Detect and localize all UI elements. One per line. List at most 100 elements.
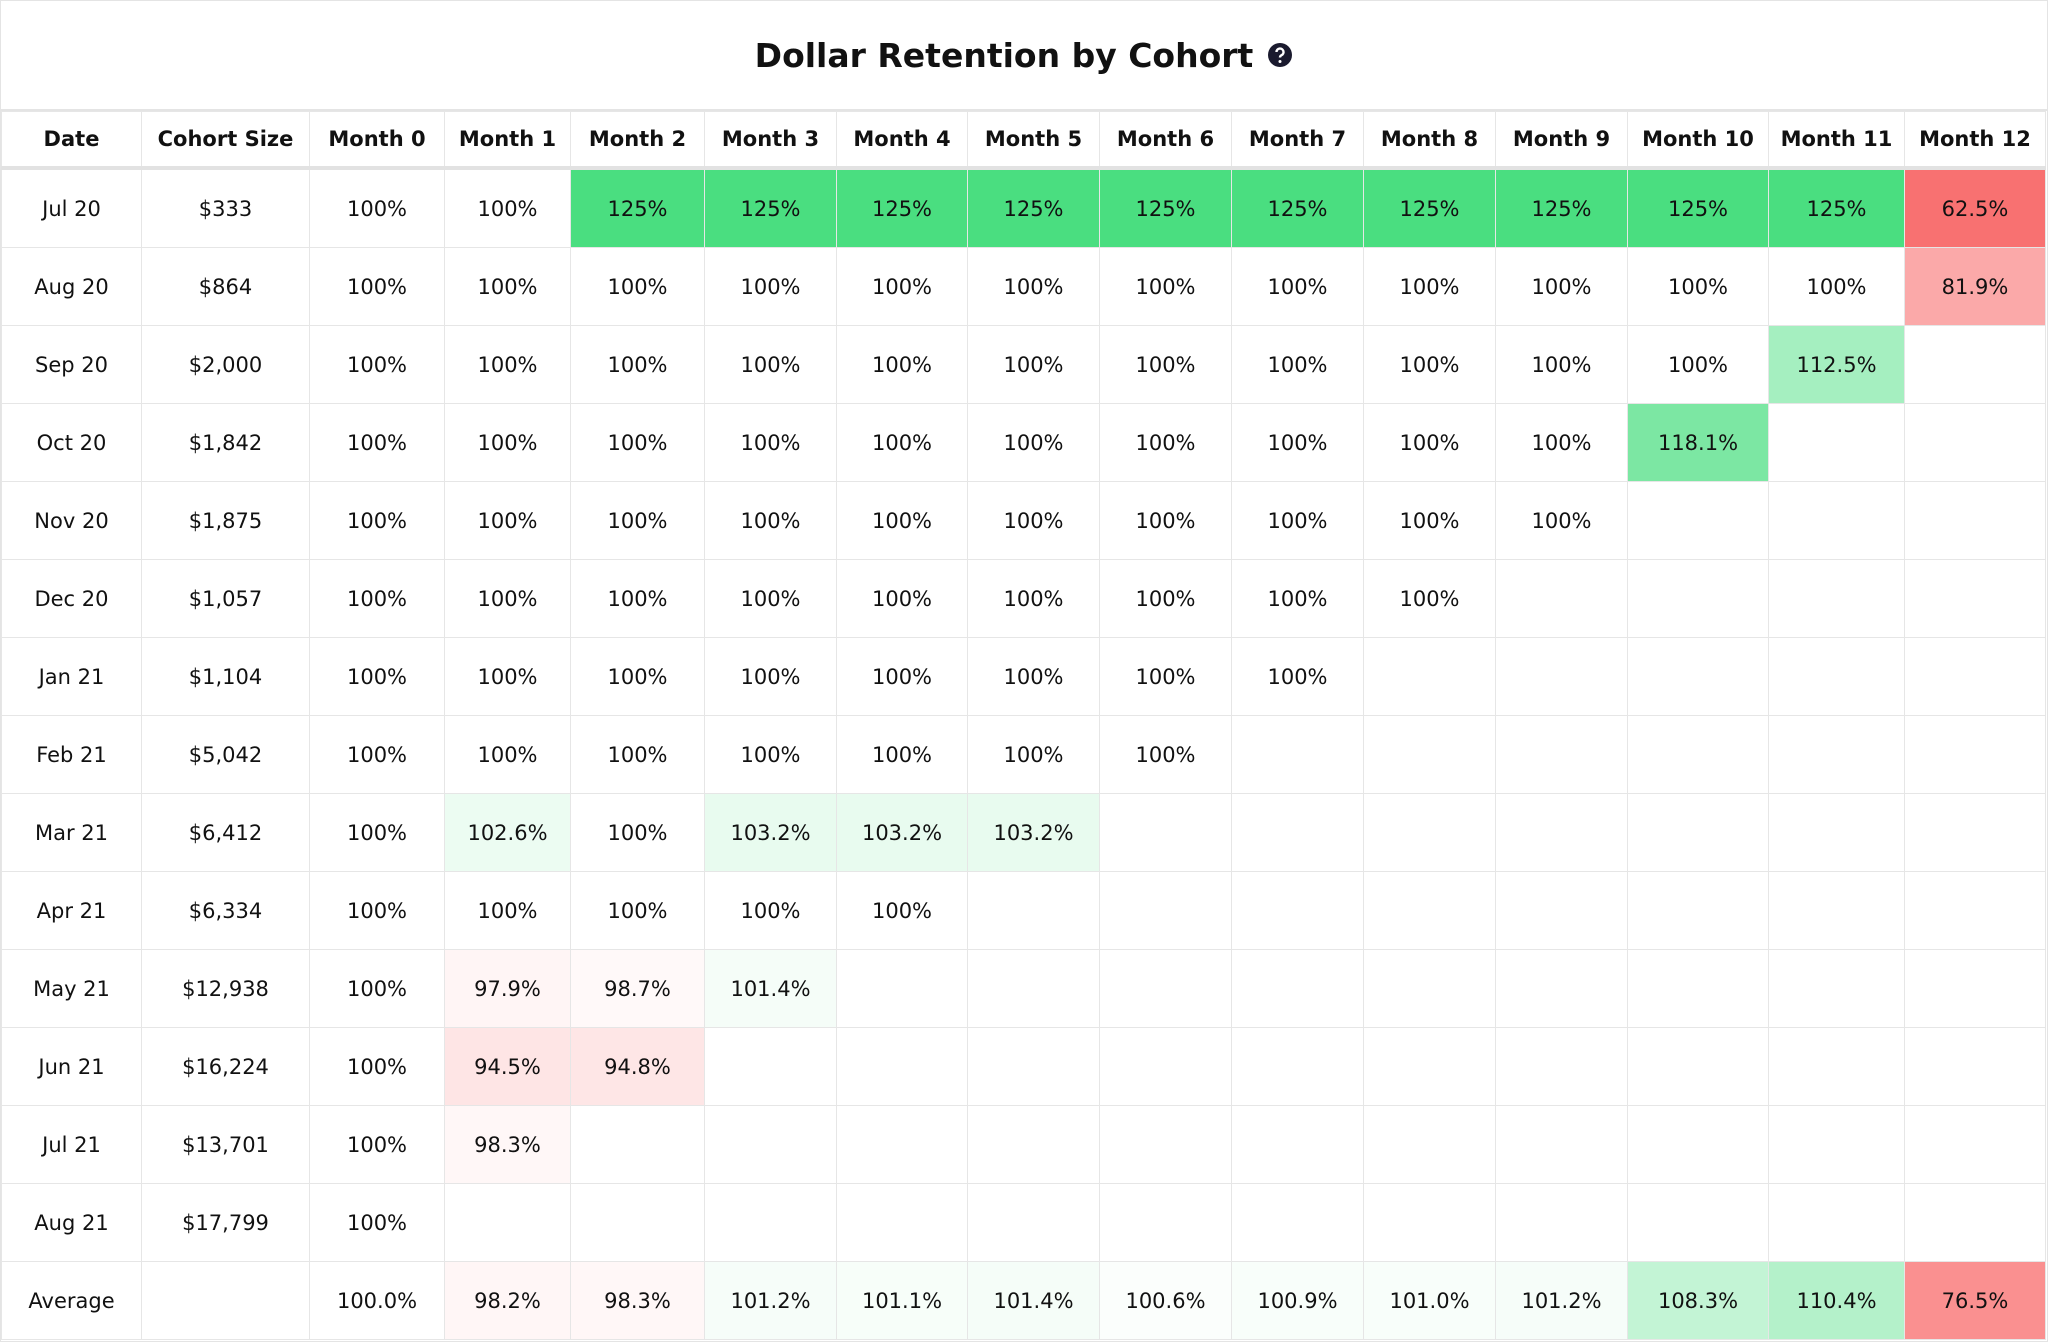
retention-cell: 100% — [570, 559, 705, 638]
retention-cell: 100% — [309, 949, 445, 1028]
retention-cell: 100% — [704, 481, 837, 560]
column-header: Month 5 — [967, 111, 1100, 170]
retention-cell: 100% — [444, 715, 571, 794]
empty-cell — [836, 1105, 968, 1184]
cohort-size: $1,057 — [141, 559, 310, 638]
empty-cell — [1495, 559, 1628, 638]
cohort-row: Feb 21 $5,042 100% 100% 100% 100% 100% 100% 100% — [1, 715, 2046, 794]
empty-cell — [1495, 1027, 1628, 1106]
retention-cell: 100% — [1363, 403, 1496, 482]
retention-cell: 100% — [1495, 481, 1628, 560]
empty-cell — [1363, 1105, 1496, 1184]
empty-cell — [570, 1105, 705, 1184]
cohort-date: Dec 20 — [1, 559, 142, 638]
empty-cell — [1768, 1183, 1905, 1262]
retention-cell: 100% — [309, 481, 445, 560]
help-icon[interactable] — [1267, 42, 1293, 68]
empty-cell — [1231, 1183, 1364, 1262]
cohort-date: Nov 20 — [1, 481, 142, 560]
retention-cell: 100% — [967, 481, 1100, 560]
empty-cell — [967, 1183, 1100, 1262]
empty-cell — [1904, 403, 2046, 482]
empty-cell — [1627, 559, 1769, 638]
empty-cell — [1904, 715, 2046, 794]
empty-cell — [1495, 949, 1628, 1028]
empty-cell — [1768, 481, 1905, 560]
retention-cell: 100% — [967, 403, 1100, 482]
cohort-size: $17,799 — [141, 1183, 310, 1262]
retention-cell: 100% — [1099, 403, 1232, 482]
column-header: Month 8 — [1363, 111, 1496, 170]
average-cell: 101.2% — [1495, 1261, 1628, 1340]
empty-cell — [1627, 793, 1769, 872]
column-header: Month 9 — [1495, 111, 1628, 170]
empty-cell — [836, 949, 968, 1028]
cohort-size: $1,842 — [141, 403, 310, 482]
empty-cell — [570, 1183, 705, 1262]
empty-cell — [1904, 1105, 2046, 1184]
retention-cell: 100% — [836, 637, 968, 716]
cohort-size: $6,412 — [141, 793, 310, 872]
cohort-row: Aug 21 $17,799 100% — [1, 1183, 2046, 1262]
retention-cell: 100% — [836, 325, 968, 404]
retention-cell: 100% — [444, 325, 571, 404]
empty-cell — [1904, 1183, 2046, 1262]
retention-cell: 100% — [1363, 247, 1496, 326]
cohort-row: Jun 21 $16,224 100% 94.5% 94.8% — [1, 1027, 2046, 1106]
retention-cell: 125% — [1231, 167, 1364, 248]
average-cell: 76.5% — [1904, 1261, 2046, 1340]
column-header: Month 6 — [1099, 111, 1232, 170]
retention-cell: 100% — [309, 403, 445, 482]
empty-cell — [1099, 871, 1232, 950]
retention-cell: 100% — [444, 167, 571, 248]
average-cell: 101.1% — [836, 1261, 968, 1340]
empty-cell — [1231, 949, 1364, 1028]
retention-cell: 100% — [967, 325, 1100, 404]
average-cell: 100.6% — [1099, 1261, 1232, 1340]
retention-cell: 97.9% — [444, 949, 571, 1028]
retention-cell: 100% — [444, 247, 571, 326]
retention-cell: 100% — [836, 559, 968, 638]
retention-cell: 100% — [309, 871, 445, 950]
empty-cell — [1099, 793, 1232, 872]
average-cell: 101.2% — [704, 1261, 837, 1340]
average-cell: 110.4% — [1768, 1261, 1905, 1340]
retention-cell: 100% — [309, 637, 445, 716]
average-cell: 100.0% — [309, 1261, 445, 1340]
cohort-size: $12,938 — [141, 949, 310, 1028]
cohort-row: Jul 21 $13,701 100% 98.3% — [1, 1105, 2046, 1184]
retention-cell: 100% — [836, 871, 968, 950]
retention-cell: 100% — [836, 715, 968, 794]
retention-cell: 100% — [1231, 325, 1364, 404]
retention-cell: 100% — [309, 167, 445, 248]
retention-cell: 100% — [704, 637, 837, 716]
retention-cell: 100% — [309, 559, 445, 638]
retention-cell: 98.3% — [444, 1105, 571, 1184]
retention-cell: 100% — [309, 247, 445, 326]
cohort-row: Nov 20 $1,875 100% 100% 100% 100% 100% 100% 100%… — [1, 481, 2046, 560]
cohort-row: Sep 20 $2,000 100% 100% 100% 100% 100% 100% 100%… — [1, 325, 2046, 404]
empty-cell — [836, 1183, 968, 1262]
retention-cell: 100% — [1099, 559, 1232, 638]
cohort-row: Jan 21 $1,104 100% 100% 100% 100% 100% 100% 100%… — [1, 637, 2046, 716]
empty-cell — [1768, 871, 1905, 950]
retention-cell: 125% — [1495, 167, 1628, 248]
retention-cell: 100% — [309, 1027, 445, 1106]
empty-cell — [1904, 559, 2046, 638]
retention-cell: 100% — [1231, 559, 1364, 638]
retention-cell: 100% — [1495, 403, 1628, 482]
empty-cell — [1768, 949, 1905, 1028]
retention-cell: 125% — [1627, 167, 1769, 248]
empty-cell — [1768, 715, 1905, 794]
retention-cell: 100% — [1231, 637, 1364, 716]
empty-cell — [444, 1183, 571, 1262]
cohort-date: Jun 21 — [1, 1027, 142, 1106]
retention-cell: 112.5% — [1768, 325, 1905, 404]
empty-cell — [704, 1105, 837, 1184]
retention-cell: 100% — [1099, 715, 1232, 794]
retention-cell: 125% — [570, 167, 705, 248]
title-bar: Dollar Retention by Cohort — [1, 1, 2047, 111]
empty-cell — [1363, 1183, 1496, 1262]
cohort-date: Sep 20 — [1, 325, 142, 404]
retention-cell: 100% — [1099, 247, 1232, 326]
